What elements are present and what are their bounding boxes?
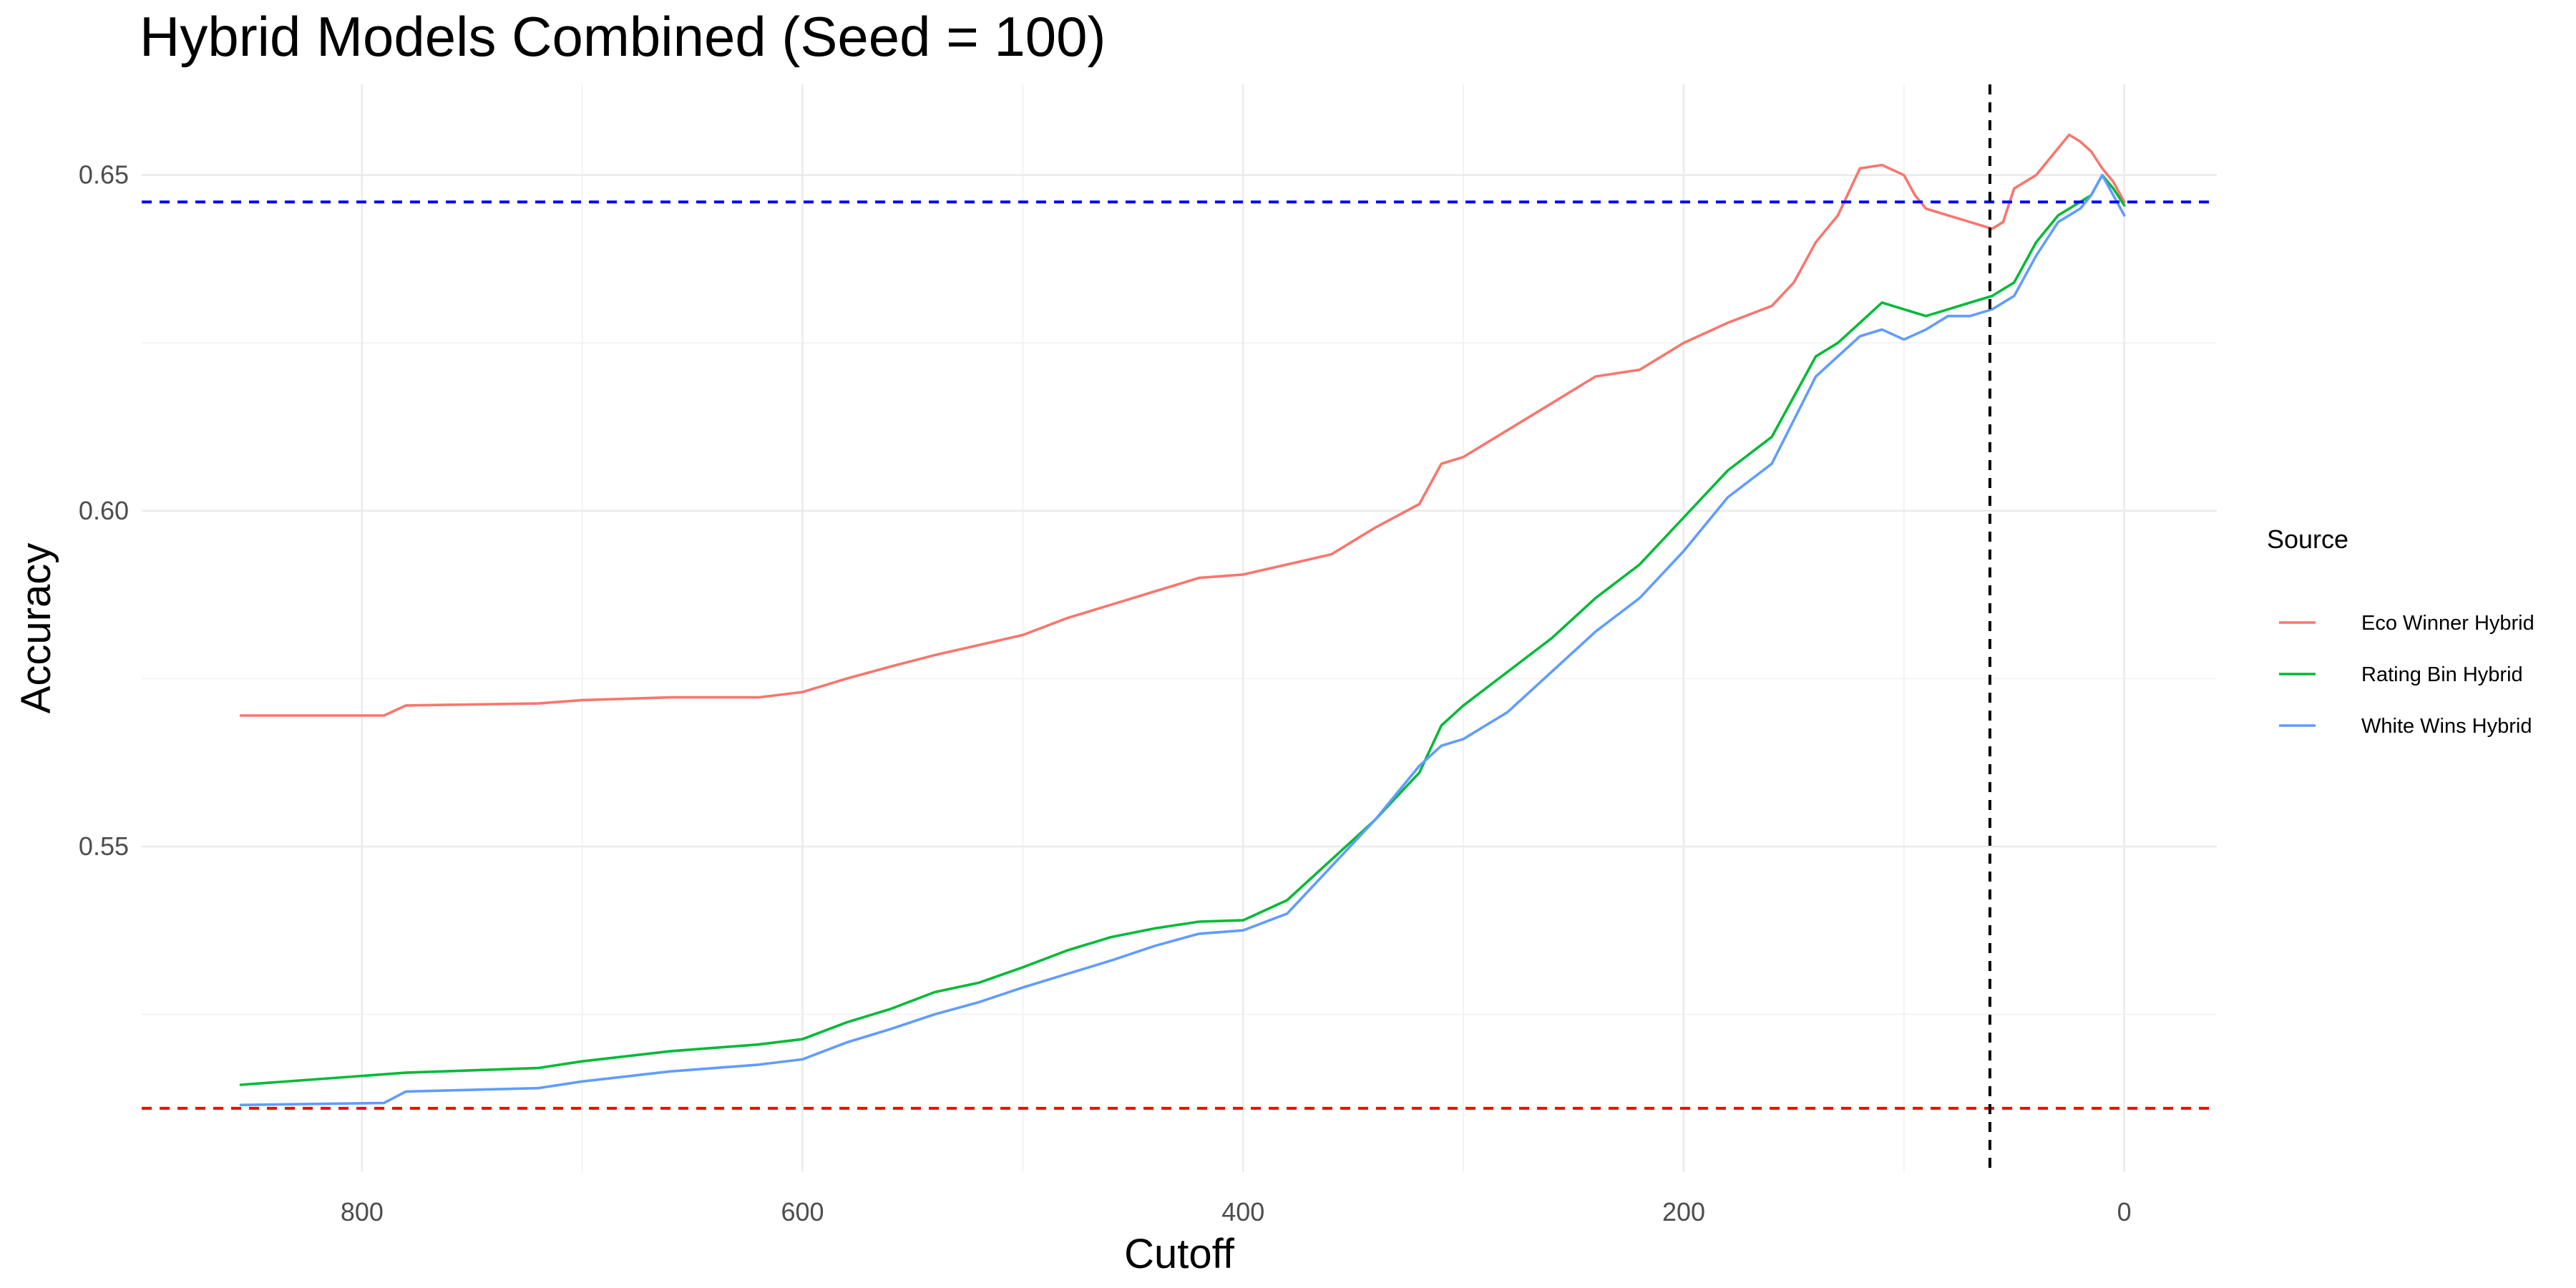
grid-major (142, 84, 2217, 1172)
x-axis-title: Cutoff (1124, 1231, 1235, 1277)
x-tick-labels: 800 600 400 200 0 (341, 1197, 2132, 1226)
y-tick-label: 0.60 (79, 496, 129, 525)
x-tick-label: 400 (1221, 1197, 1264, 1226)
legend-label: Rating Bin Hybrid (2361, 663, 2523, 686)
y-tick-label: 0.65 (79, 160, 129, 190)
series-line-rating-bin-hybrid (239, 173, 2126, 1086)
series-layer (239, 133, 2126, 1106)
legend-label: White Wins Hybrid (2361, 715, 2532, 738)
y-axis-title: Accuracy (13, 543, 59, 714)
x-tick-label: 600 (781, 1197, 824, 1226)
legend-title: Source (2267, 525, 2348, 554)
legend: Source Eco Winner Hybrid Rating Bin Hybri… (2267, 525, 2534, 738)
legend-label: Eco Winner Hybrid (2361, 612, 2534, 635)
x-tick-label: 800 (341, 1197, 384, 1226)
y-tick-label: 0.55 (79, 831, 129, 861)
grid-minor (142, 84, 2217, 1172)
reference-lines (142, 84, 2217, 1172)
series-line-white-wins-hybrid (239, 173, 2126, 1106)
chart-title: Hybrid Models Combined (Seed = 100) (140, 5, 1106, 68)
x-tick-label: 200 (1662, 1197, 1705, 1226)
y-tick-labels: 0.55 0.60 0.65 (79, 160, 129, 861)
series-line-eco-winner-hybrid (239, 133, 2126, 717)
x-tick-label: 0 (2117, 1197, 2132, 1226)
